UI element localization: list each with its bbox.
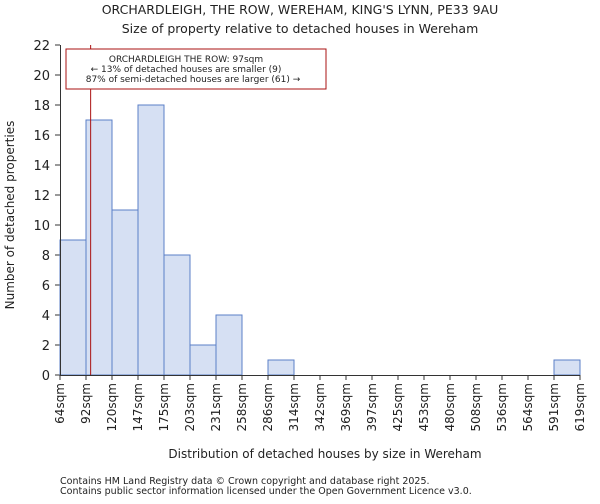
x-tick-label: 619sqm — [573, 383, 587, 431]
bar-286sqm — [267, 359, 295, 376]
x-tick-label: 564sqm — [521, 383, 535, 431]
bar-92sqm — [85, 119, 113, 376]
y-tick-label: 14 — [33, 159, 50, 174]
x-axis: 64sqm 92sqm 120sqm 147sqm 175sqm 203sqm 231sqm… — [53, 375, 587, 431]
x-tick-label: 369sqm — [339, 383, 353, 431]
y-tick-label: 16 — [33, 129, 50, 144]
bar-203sqm — [189, 344, 217, 376]
y-tick-label: 4 — [42, 309, 50, 324]
y-tick-label: 12 — [33, 189, 50, 204]
y-axis: 0 2 4 6 8 10 12 14 16 18 20 22 — [33, 39, 60, 384]
chart-subtitle: Size of property relative to detached ho… — [122, 21, 479, 36]
x-tick-label: 64sqm — [53, 383, 67, 424]
chart-title: ORCHARDLEIGH, THE ROW, WEREHAM, KING'S L… — [102, 2, 499, 17]
x-tick-label: 480sqm — [443, 383, 457, 431]
bar-231sqm — [215, 314, 243, 376]
footer-line-1: Contains HM Land Registry data © Crown c… — [60, 476, 430, 487]
y-tick-label: 10 — [33, 219, 50, 234]
x-tick-label: 175sqm — [157, 383, 171, 431]
x-tick-label: 342sqm — [313, 383, 327, 431]
annotation-line-3: 87% of semi-detached houses are larger (… — [86, 75, 301, 85]
y-tick-label: 18 — [33, 99, 50, 114]
x-tick-label: 120sqm — [105, 383, 119, 431]
bar-147sqm — [137, 104, 165, 376]
annotation-box — [65, 48, 327, 90]
bars-group — [59, 104, 581, 376]
y-tick-label: 8 — [42, 249, 50, 264]
bar-591sqm — [553, 359, 581, 376]
y-tick-label: 22 — [33, 39, 50, 54]
x-tick-label: 591sqm — [547, 383, 561, 431]
marker-annotation: ORCHARDLEIGH THE ROW: 97sqm ← 13% of det… — [65, 48, 327, 90]
x-tick-label: 425sqm — [391, 383, 405, 431]
x-tick-label: 508sqm — [469, 383, 483, 431]
annotation-line-1: ORCHARDLEIGH THE ROW: 97sqm — [109, 55, 263, 65]
x-tick-label: 397sqm — [365, 383, 379, 431]
x-tick-label: 147sqm — [131, 383, 145, 431]
x-tick-label: 453sqm — [417, 383, 431, 431]
x-tick-label: 231sqm — [209, 383, 223, 431]
bar-64sqm — [59, 239, 87, 376]
y-tick-label: 6 — [42, 279, 50, 294]
annotation-line-2: ← 13% of detached houses are smaller (9) — [91, 65, 282, 75]
x-tick-label: 92sqm — [79, 383, 93, 424]
y-tick-label: 0 — [42, 369, 50, 384]
bar-175sqm — [163, 254, 191, 376]
y-axis-label: Number of detached properties — [3, 121, 17, 310]
footer-line-2: Contains public sector information licen… — [60, 486, 472, 497]
x-tick-label: 286sqm — [261, 383, 275, 431]
x-tick-label: 536sqm — [495, 383, 509, 431]
y-tick-label: 2 — [42, 339, 50, 354]
x-tick-label: 314sqm — [287, 383, 301, 431]
x-tick-label: 203sqm — [183, 383, 197, 431]
bar-120sqm — [111, 209, 139, 376]
x-axis-label: Distribution of detached houses by size … — [168, 447, 481, 461]
y-tick-label: 20 — [33, 69, 50, 84]
x-tick-label: 258sqm — [235, 383, 249, 431]
